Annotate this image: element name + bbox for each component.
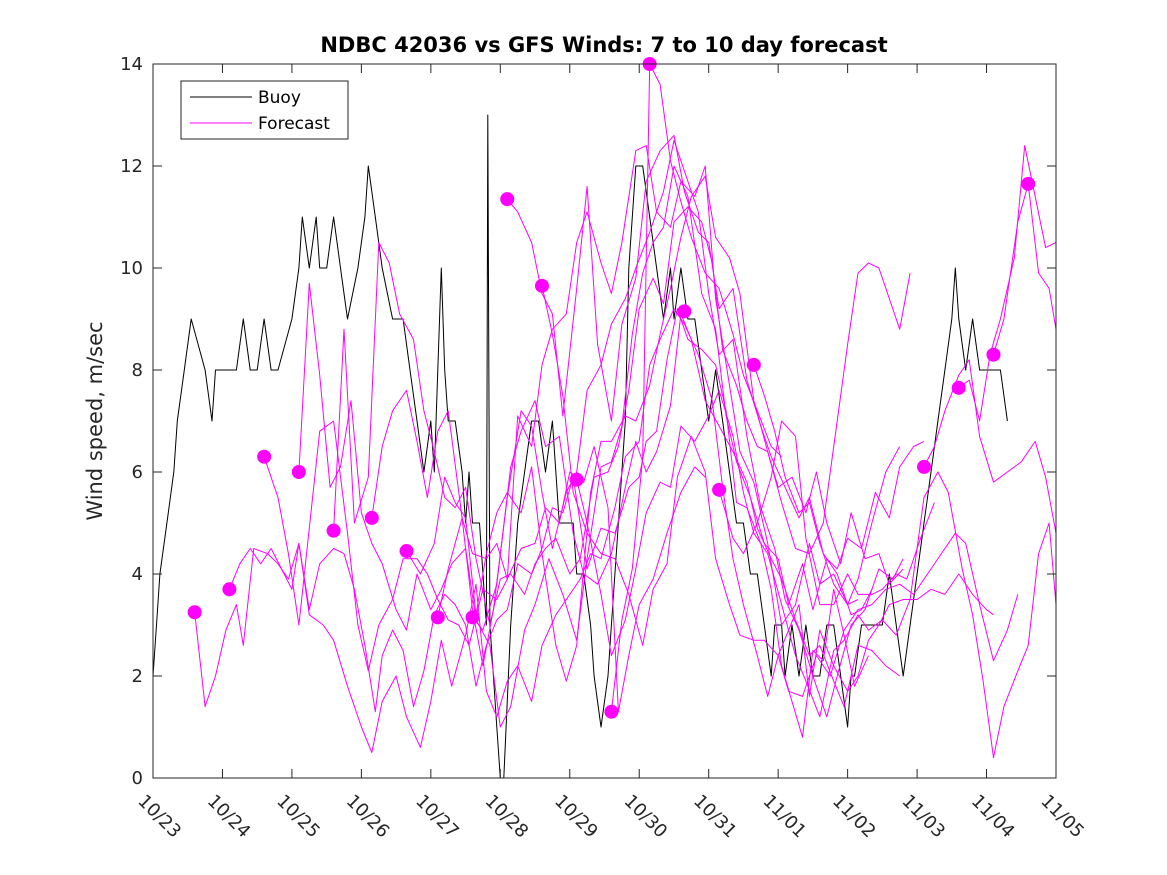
forecast-start-marker xyxy=(222,582,237,597)
forecast-start-marker xyxy=(364,510,379,525)
forecast-series-line xyxy=(576,389,1056,759)
y-tick-label: 6 xyxy=(132,462,143,483)
forecast-series-line xyxy=(923,359,1056,534)
y-tick-label: 12 xyxy=(120,156,143,177)
plot-background xyxy=(153,64,1056,778)
forecast-start-marker xyxy=(257,449,272,464)
legend-box xyxy=(180,80,349,140)
forecast-start-marker xyxy=(569,472,584,487)
forecast-start-marker xyxy=(430,610,445,625)
forecast-series-line xyxy=(506,134,873,616)
forecast-start-marker xyxy=(291,465,306,479)
forecast-series-line xyxy=(753,364,901,606)
y-tick-label: 2 xyxy=(132,666,143,687)
forecast-start-marker xyxy=(399,544,414,559)
forecast-series-line xyxy=(228,308,994,753)
forecast-start-marker xyxy=(677,304,692,319)
legend-label-buoy: Buoy xyxy=(258,88,301,108)
forecast-start-marker xyxy=(604,704,619,719)
chart-title: NDBC 42036 vs GFS Winds: 7 to 10 day for… xyxy=(320,33,887,57)
forecast-start-marker xyxy=(187,605,202,620)
forecast-series-line xyxy=(406,175,911,682)
forecast-start-marker xyxy=(917,459,932,474)
forecast-start-marker xyxy=(1021,176,1036,191)
y-tick-label: 4 xyxy=(132,564,143,585)
y-tick-label: 14 xyxy=(120,54,143,75)
y-tick-label: 0 xyxy=(132,768,143,789)
y-tick-label: 8 xyxy=(132,360,143,381)
buoy-series-line xyxy=(153,114,1008,778)
forecast-start-marker xyxy=(465,610,480,625)
forecast-series-line xyxy=(958,145,1056,422)
forecast-start-marker xyxy=(534,278,549,293)
y-tick-label: 10 xyxy=(120,258,143,279)
forecast-series-line xyxy=(610,64,782,712)
forecast-start-marker xyxy=(500,192,515,207)
legend: Buoy Forecast xyxy=(180,80,349,140)
legend-label-forecast: Forecast xyxy=(258,114,330,134)
forecast-start-marker xyxy=(746,357,761,372)
y-axis-label: Wind speed, m/sec xyxy=(83,321,107,520)
forecast-series-line xyxy=(541,285,1019,697)
y-axis: 0 2 4 6 8 10 12 14 xyxy=(120,54,1056,789)
forecast-series-line xyxy=(371,140,904,718)
forecast-series-line xyxy=(298,165,925,728)
forecast-start-marker xyxy=(712,482,727,497)
axes-box xyxy=(152,63,1057,779)
plot-area xyxy=(152,57,1057,779)
forecast-series-line xyxy=(718,420,935,606)
forecast-start-marker xyxy=(986,347,1001,362)
forecast-start-marker xyxy=(326,523,341,538)
forecast-series-line xyxy=(333,206,904,626)
forecast-start-marker xyxy=(951,380,966,395)
forecast-series-line xyxy=(437,145,859,626)
